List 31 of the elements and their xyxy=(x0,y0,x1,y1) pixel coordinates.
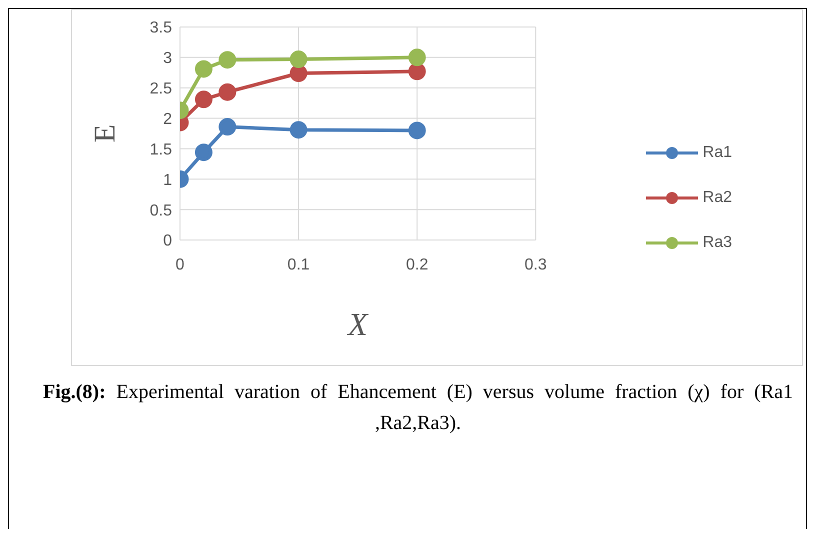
x-tick-label: 0.1 xyxy=(287,256,310,274)
legend-label: Ra3 xyxy=(702,234,732,252)
y-axis-title: E xyxy=(88,124,122,143)
point xyxy=(194,90,212,108)
y-tick-label: 2 xyxy=(163,110,172,128)
x-axis-title: X xyxy=(346,306,370,342)
point xyxy=(408,62,426,80)
legend-label: Ra1 xyxy=(702,144,732,162)
y-tick-label: 1.5 xyxy=(150,141,172,158)
y-tick-label: 2.5 xyxy=(150,80,172,98)
point xyxy=(218,83,236,101)
point xyxy=(408,122,426,140)
point xyxy=(408,48,426,66)
point xyxy=(194,144,212,162)
point xyxy=(194,60,212,78)
legend-label: Ra2 xyxy=(702,188,732,206)
y-tick-label: 1 xyxy=(163,172,172,189)
x-tick-label: 0.2 xyxy=(406,256,428,274)
y-tick-label: 3.5 xyxy=(150,20,172,37)
point xyxy=(290,121,308,139)
y-tick-label: 0 xyxy=(163,232,172,250)
y-tick-label: 3 xyxy=(163,50,172,68)
point xyxy=(218,118,236,136)
x-tick-label: 0 xyxy=(176,256,185,274)
x-tick-label: 0.3 xyxy=(524,256,547,274)
text: Fig.(8): xyxy=(43,381,107,403)
point xyxy=(218,51,236,69)
text: Experimental varation of Ehancement (E) versus volume fraction (χ) for (Ra1 ,Ra2,Ra3). xyxy=(116,381,793,434)
point xyxy=(290,64,308,82)
y-tick-label: 0.5 xyxy=(150,202,172,220)
point xyxy=(290,50,308,68)
